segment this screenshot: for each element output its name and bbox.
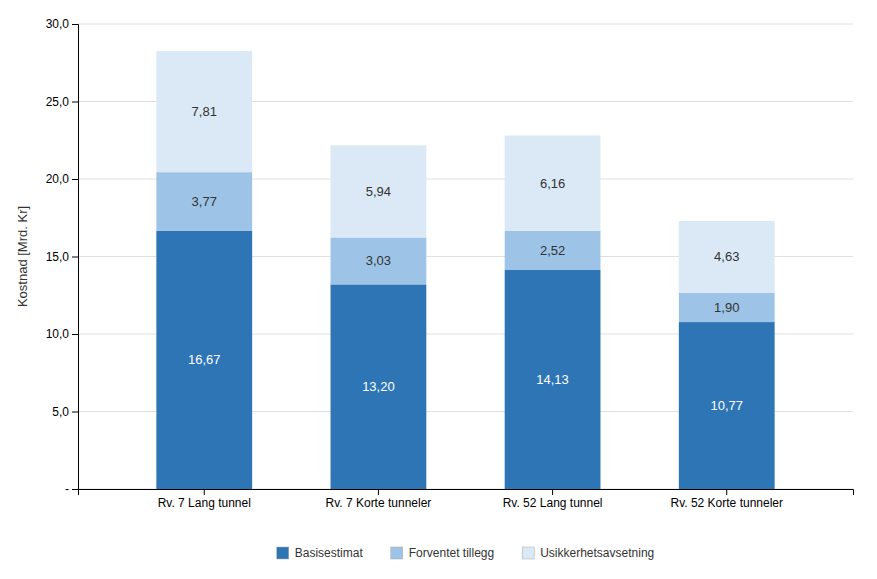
y-tick-mark [72,412,78,413]
data-label: 14,13 [536,372,569,387]
y-tick: 20,0 [46,172,78,186]
bar-segment [331,284,427,489]
y-tick-label: 25,0 [46,95,70,109]
x-tick: Rv. 7 Lang tunnel [158,489,251,510]
x-tick: Rv. 7 Korte tunneler [325,489,431,510]
data-label: 7,81 [192,104,217,119]
bar-segment [505,135,601,230]
bar-series [156,172,774,322]
y-tick: 30,0 [46,17,78,31]
y-tick-label: 5,0 [52,405,69,419]
y-tick-label: 10,0 [46,327,70,341]
data-label: 3,03 [366,253,391,268]
bar-segment [331,145,427,237]
bar-segment [679,221,775,293]
data-label: 10,77 [710,398,743,413]
legend-item: Usikkerhetsavsetning [522,546,654,560]
bar-segment [505,270,601,489]
x-tick-mark [552,489,553,495]
data-label: 4,63 [714,249,739,264]
y-tick: 15,0 [46,250,78,264]
bar-segment [156,172,252,230]
y-axis-line [72,25,79,490]
grid-line [78,24,853,25]
bar-segment [505,231,601,270]
legend-label: Forventet tillegg [409,546,494,560]
y-tick-mark [72,179,78,180]
y-tick-mark [72,102,78,103]
bar-segment [679,322,775,489]
plot-area: 16,67 13,20 14,13 10,77 3,77 3,03 2,52 1,90 7,81… [46,17,854,509]
data-label: 13,20 [362,379,395,394]
x-axis: Rv. 7 Lang tunnel Rv. 7 Korte tunneler Rv.… [79,489,854,510]
chart: 16,67 13,20 14,13 10,77 3,77 3,03 2,52 1,90 7,81… [0,0,877,579]
data-labels: 16,67 13,20 14,13 10,77 3,77 3,03 2,52 1,90 7,81… [188,104,743,413]
x-tick: Rv. 52 Lang tunnel [503,489,603,510]
legend-swatch [277,547,289,559]
bar-series [156,51,774,292]
bar-segment [156,51,252,172]
y-axis: - 5,0 10,0 15,0 20,0 25,0 30,0 [46,17,79,496]
legend-swatch [391,547,403,559]
data-label: 2,52 [540,243,565,258]
x-tick: Rv. 52 Korte tunneler [670,489,783,510]
y-tick-mark [72,489,78,490]
x-tick-label: Rv. 7 Lang tunnel [158,496,251,510]
x-tick-label: Rv. 52 Lang tunnel [503,496,603,510]
legend-item: Forventet tillegg [391,546,494,560]
y-tick: - [65,482,78,496]
legend-item: Basisestimat [277,546,364,560]
legend-swatch [522,547,534,559]
x-axis-line [79,490,854,496]
y-tick-label: 20,0 [46,172,70,186]
legend-label: Basisestimat [295,546,364,560]
bar-segment [331,237,427,284]
y-tick: 25,0 [46,95,78,109]
y-tick-label: 15,0 [46,250,70,264]
x-tick-label: Rv. 52 Korte tunneler [670,496,783,510]
bar-segment [156,231,252,489]
x-tick-mark [378,489,379,495]
y-tick: 5,0 [52,405,78,419]
grid [78,24,853,489]
y-tick-label: 30,0 [46,17,70,31]
data-label: 6,16 [540,176,565,191]
y-axis-title: Kostnad [Mrd. Kr] [15,206,30,307]
y-tick: 10,0 [46,327,78,341]
y-tick-mark [72,334,78,335]
y-tick-mark [72,257,78,258]
y-tick-mark [72,24,78,25]
legend: Basisestimat Forventet tillegg Usikkerhets… [277,546,654,560]
data-label: 3,77 [192,194,217,209]
bars [156,51,774,489]
data-label: 5,94 [366,184,391,199]
x-tick-mark [204,489,205,495]
y-tick-label: - [65,482,69,496]
data-label: 16,67 [188,352,221,367]
x-tick-mark [726,489,727,495]
bar-segment [679,293,775,322]
x-tick-label: Rv. 7 Korte tunneler [325,496,431,510]
legend-label: Usikkerhetsavsetning [540,546,654,560]
data-label: 1,90 [714,300,739,315]
